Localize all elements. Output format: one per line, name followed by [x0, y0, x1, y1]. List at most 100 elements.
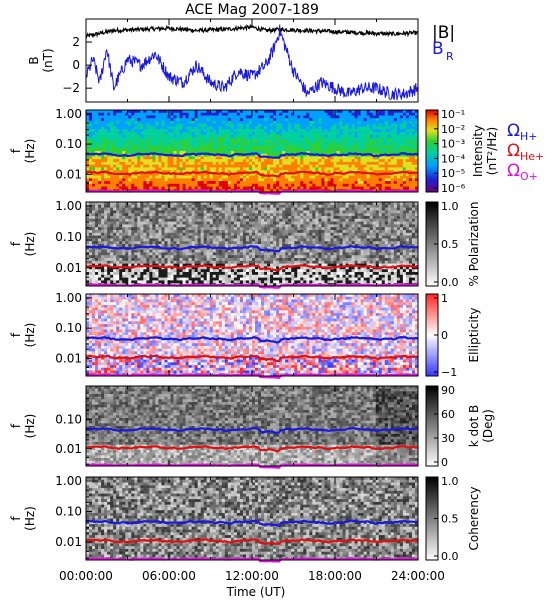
spectrogram-cell — [164, 159, 168, 163]
spectrogram-cell — [396, 110, 401, 114]
spectrogram-cell — [194, 129, 198, 133]
spectrogram-cell — [209, 269, 214, 273]
spectrogram-cell — [414, 142, 419, 146]
spectrogram-cell — [173, 115, 177, 119]
spectrogram-cell — [182, 178, 186, 182]
spectrogram-cell — [245, 238, 250, 242]
spectrogram-cell — [146, 175, 150, 179]
spectrogram-cell — [221, 274, 226, 278]
spectrogram-cell — [191, 207, 195, 211]
spectrogram-cell — [351, 159, 355, 163]
spectrogram-cell — [128, 123, 132, 127]
spectrogram-cell — [167, 263, 171, 267]
spectrogram-cell — [212, 161, 217, 165]
spectrogram-cell — [137, 153, 141, 157]
spectrogram-cell — [206, 266, 211, 270]
spectrogram-cell — [236, 175, 241, 179]
spectrogram-cell — [95, 230, 99, 234]
spectrogram-cell — [89, 221, 93, 225]
spectrogram-cell — [155, 186, 159, 190]
spectrogram-cell — [95, 216, 99, 220]
spectrogram-cell — [248, 167, 253, 171]
spectrogram-cell — [363, 120, 367, 124]
spectrogram-cell — [140, 204, 144, 208]
spectrogram-cell — [158, 134, 162, 138]
spectrogram-cell — [206, 235, 211, 239]
spectrogram-cell — [164, 232, 168, 236]
spectrogram-cell — [372, 115, 377, 119]
spectrogram-cell — [212, 159, 217, 163]
spectrogram-cell — [267, 140, 271, 144]
spectrogram-cell — [143, 252, 147, 256]
spectrogram-cell — [227, 207, 232, 211]
spectrogram-cell — [194, 207, 198, 211]
spectrogram-cell — [270, 148, 274, 152]
spectrogram-cell — [330, 129, 334, 133]
spectrogram-cell — [264, 115, 268, 119]
spectrogram-cell — [176, 161, 180, 165]
spectrogram-cell — [297, 142, 301, 146]
spectrogram-cell — [236, 170, 241, 174]
spectrogram-cell — [218, 151, 223, 155]
spectrogram-cell — [288, 156, 292, 160]
spectrogram-cell — [261, 175, 265, 179]
spectrogram-cell — [402, 153, 407, 157]
spectrogram-cell — [384, 183, 389, 187]
spectrogram-cell — [200, 175, 205, 179]
spectrogram-cell — [203, 238, 208, 242]
spectrogram-cell — [125, 137, 129, 141]
spectrogram-cell — [143, 221, 147, 225]
spectrogram-cell — [393, 178, 398, 182]
spectrogram-cell — [179, 145, 183, 149]
spectrogram-cell — [351, 151, 355, 155]
spectrogram-cell — [294, 151, 298, 155]
spectrogram-cell — [119, 204, 123, 208]
spectrogram-cell — [230, 183, 235, 187]
spectrogram-cell — [86, 216, 90, 220]
spectrogram-cell — [146, 178, 150, 182]
spectrogram-cell — [273, 175, 277, 179]
spectrogram-cell — [209, 263, 214, 267]
spectrogram-cell — [270, 178, 274, 182]
spectrogram-cell — [273, 140, 277, 144]
spectrogram-cell — [164, 110, 168, 114]
spectrogram-cell — [101, 181, 105, 185]
spectrogram-cell — [152, 224, 156, 228]
spectrogram-cell — [309, 164, 313, 168]
spectrogram-cell — [264, 142, 268, 146]
spectrogram-cell — [252, 232, 256, 236]
spectrogram-cell — [194, 164, 198, 168]
spectrogram-cell — [122, 280, 126, 284]
spectrogram-cell — [239, 170, 244, 174]
spectrogram-cell — [110, 280, 114, 284]
spectrogram-cell — [203, 221, 208, 225]
spectrogram-cell — [306, 131, 310, 135]
spectrogram-cell — [258, 186, 262, 190]
spectrogram-cell — [197, 232, 201, 236]
spectrogram-cell — [354, 148, 358, 152]
spectrogram-cell — [182, 213, 186, 217]
spectrogram-cell — [170, 131, 174, 135]
spectrogram-cell — [134, 167, 138, 171]
spectrogram-cell — [252, 153, 256, 157]
spectrogram-cell — [396, 178, 401, 182]
spectrogram-cell — [197, 210, 201, 214]
spectrogram-cell — [152, 258, 156, 262]
spectrogram-cell — [107, 269, 111, 273]
spectrogram-cell — [252, 207, 256, 211]
spectrogram-cell — [396, 161, 401, 165]
spectrogram-cell — [300, 181, 304, 185]
spectrogram-cell — [140, 178, 144, 182]
spectrogram-cell — [140, 134, 144, 138]
spectrogram-cell — [203, 167, 208, 171]
spectrogram-cell — [303, 183, 307, 187]
spectrogram-cell — [92, 112, 96, 116]
spectrogram-cell — [327, 126, 331, 130]
spectrogram-cell — [146, 210, 150, 214]
spectrogram-cell — [176, 134, 180, 138]
spectrogram-cell — [113, 244, 117, 248]
spectrogram-cell — [276, 126, 280, 130]
spectrogram-cell — [236, 181, 241, 185]
spectrogram-cell — [267, 181, 271, 185]
spectrogram-cell — [182, 126, 186, 130]
